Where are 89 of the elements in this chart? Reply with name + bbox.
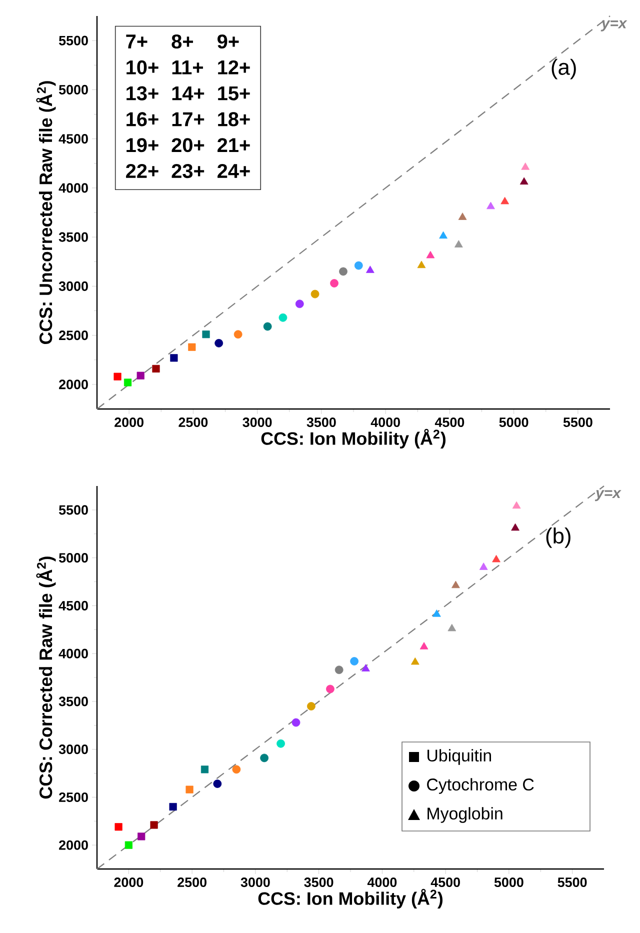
annotation: y=x: [600, 20, 628, 32]
annotation: 13+: [126, 86, 158, 100]
y-tick-label: 4000: [58, 183, 88, 193]
point: [452, 580, 460, 588]
y-tick-label: 3500: [58, 696, 88, 706]
point: [114, 823, 122, 831]
annotation: 9+: [218, 34, 239, 49]
point: [276, 739, 285, 748]
y-tick-label: 3500: [58, 232, 88, 242]
annotation: 19+: [126, 138, 158, 152]
point: [512, 501, 521, 509]
annotation: 14+: [172, 86, 204, 100]
x-tick-label: 5500: [563, 418, 592, 428]
point: [479, 562, 488, 570]
point: [150, 821, 158, 829]
annotation: 12+: [218, 60, 250, 74]
annotation: Cytochrome C: [427, 778, 534, 794]
annotation: 15+: [218, 86, 250, 100]
point: [354, 261, 363, 270]
annotation: 20+: [172, 138, 204, 152]
annotation: 16+: [126, 112, 158, 126]
y-tick-label: 4000: [58, 648, 88, 658]
x-axis-title: CCS: Ion Mobility (Å$^{2}$): [261, 428, 446, 448]
y-tick-label: 5500: [58, 505, 88, 515]
x-tick-label: 4000: [367, 878, 397, 888]
x-tick-label: 4500: [430, 878, 460, 888]
annotation: 17+: [172, 112, 204, 126]
x-tick-label: 3000: [240, 878, 270, 888]
point: [432, 610, 441, 617]
point: [136, 372, 144, 380]
point: [454, 240, 463, 248]
point: [458, 212, 467, 220]
x-tick-label: 3000: [242, 418, 272, 428]
y-tick-label: 5000: [58, 553, 88, 563]
x-tick-label: 4500: [434, 418, 464, 428]
x-tick-label: 2500: [178, 878, 206, 888]
x-tick-label: 4000: [370, 418, 400, 428]
point: [138, 832, 146, 840]
annotation: Ubiquitin: [428, 749, 491, 765]
y-tick-label: 5000: [58, 84, 88, 94]
point: [278, 313, 288, 322]
point: [448, 624, 456, 632]
annotation: (a): [552, 58, 576, 80]
x-tick-label: 3500: [306, 418, 336, 428]
y-tick-label: 3000: [58, 744, 88, 754]
annotation: 24+: [218, 164, 250, 178]
x-tick-label: 2000: [114, 418, 144, 428]
annotation: 21+: [218, 138, 250, 152]
y-tick-label: 4500: [58, 600, 88, 610]
annotation: Myoglobin: [428, 807, 502, 823]
annotation: 11+: [172, 60, 203, 74]
point: [500, 196, 510, 204]
x-tick-label: 5500: [558, 878, 587, 888]
annotation: 18+: [218, 112, 250, 126]
point: [492, 554, 500, 562]
point: [511, 523, 520, 531]
point: [152, 364, 160, 373]
annotation: 7+: [126, 34, 148, 48]
y-tick-label: 2500: [59, 330, 88, 340]
y-tick-label: 2000: [59, 840, 88, 850]
point: [486, 202, 495, 210]
point: [334, 666, 344, 674]
x-tick-label: 2500: [178, 418, 208, 428]
annotation: y=x: [594, 490, 622, 502]
point: [350, 657, 359, 666]
x-axis-title: CCS: Ion Mobility (Å$^{2}$): [258, 888, 442, 908]
y-tick-label: 2500: [59, 792, 88, 802]
x-tick-label: 3500: [304, 878, 334, 888]
point: [439, 231, 448, 239]
point: [521, 162, 530, 170]
point: [124, 378, 132, 386]
annotation: (b): [546, 527, 570, 548]
annotation: 8+: [172, 34, 193, 49]
x-tick-label: 5000: [499, 418, 528, 428]
annotation: 23+: [172, 164, 204, 178]
y-tick-label: 2000: [59, 380, 88, 390]
y-axis-title: CCS: Corrected Raw file (Å$^{2}$): [36, 556, 56, 799]
x-tick-label: 5000: [494, 878, 524, 888]
x-tick-label: 2000: [114, 878, 144, 888]
point: [124, 841, 132, 849]
point: [114, 372, 122, 380]
y-tick-label: 5500: [58, 36, 88, 46]
y-tick-label: 4500: [58, 134, 88, 144]
y-tick-label: 3000: [58, 281, 88, 291]
point: [520, 177, 528, 185]
annotation: 10+: [126, 60, 158, 74]
point: [339, 267, 348, 276]
annotation: 22+: [126, 164, 158, 178]
y-axis-title: CCS: Uncorrected Raw file (Å$^{2}$): [36, 81, 56, 344]
